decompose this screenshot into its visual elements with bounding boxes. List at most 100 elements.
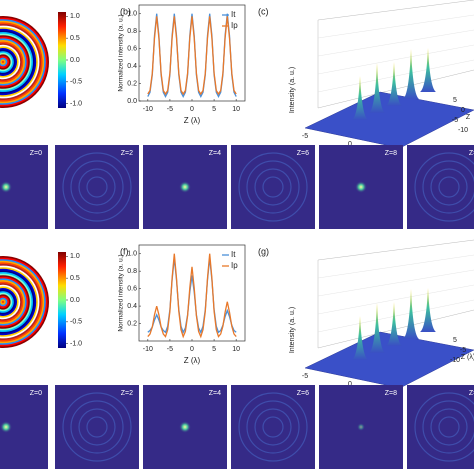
y-tick-label: 0.6 <box>127 45 137 52</box>
ring <box>238 152 308 222</box>
field-image <box>231 145 315 229</box>
ring <box>262 416 284 438</box>
ring <box>62 152 132 222</box>
surface-peak <box>386 302 402 346</box>
ring <box>70 400 124 454</box>
z-label: Z=0 <box>30 150 42 157</box>
focal-spot <box>179 421 191 433</box>
focal-spot <box>0 421 12 433</box>
x-tick-label: 0 <box>348 381 352 388</box>
ring <box>78 408 116 446</box>
x-tick-label: -5 <box>302 373 308 380</box>
y-tick-label: 0.2 <box>127 320 137 327</box>
colorbar <box>58 12 66 108</box>
surface-peak <box>386 62 402 106</box>
x-tick-label: -10 <box>143 106 153 113</box>
y-tick-label: -5 <box>452 117 458 124</box>
x-tick-label: 0 <box>190 346 194 353</box>
y-axis-label: Z (λ) <box>461 354 474 361</box>
panel-label: (c) <box>258 6 269 16</box>
ring <box>254 168 292 206</box>
z-label: Z=4 <box>209 390 221 397</box>
z-label: Z=6 <box>297 390 309 397</box>
z-label: Z=2 <box>121 150 133 157</box>
box-grid <box>317 299 474 333</box>
y-tick-label: -10 <box>450 357 460 364</box>
z-label: Z=8 <box>385 150 397 157</box>
ring <box>262 176 284 198</box>
series-line <box>147 253 237 339</box>
surface-peak <box>420 48 436 92</box>
colorbar-tick-label: 1.0 <box>70 253 80 260</box>
panel-label: (g) <box>258 246 269 256</box>
ring <box>238 392 308 462</box>
surface-peak <box>403 49 419 99</box>
y-tick-label: 5 <box>453 97 457 104</box>
z-label: Z=10 <box>469 150 474 157</box>
x-tick-label: 0 <box>348 141 352 148</box>
y-tick-label: 0 <box>461 107 465 114</box>
ring <box>438 176 460 198</box>
colorbar-tick-label: -1.0 <box>70 100 82 107</box>
ring <box>422 400 474 454</box>
colorbar-tick-label: 0.5 <box>70 275 80 282</box>
phase-ring <box>1 300 5 304</box>
x-tick-label: 10 <box>232 346 240 353</box>
ring <box>438 416 460 438</box>
surface-floor <box>304 91 474 149</box>
ring <box>86 176 108 198</box>
y-tick-label: 0.4 <box>127 63 137 70</box>
z-axis-label: Intensity (a. u.) <box>289 67 296 113</box>
panel-label: (f) <box>120 246 129 256</box>
z-axis-label: Intensity (a. u.) <box>289 307 296 353</box>
z-label: Z=2 <box>121 390 133 397</box>
surface-plot <box>304 239 474 389</box>
focal-spot <box>179 181 191 193</box>
ring <box>254 408 292 446</box>
z-label: Z=4 <box>209 150 221 157</box>
focal-spot <box>355 181 367 193</box>
x-axis-label: Z (λ) <box>184 356 201 365</box>
ring <box>414 392 474 462</box>
field-image <box>407 385 474 469</box>
legend-label: It <box>231 10 236 19</box>
colorbar-tick-label: 0.0 <box>70 57 80 64</box>
box-grid <box>317 269 474 297</box>
panel-label: (b) <box>120 6 131 16</box>
z-label: Z=8 <box>385 390 397 397</box>
colorbar-tick-label: 1.0 <box>70 13 80 20</box>
colorbar-tick-label: -0.5 <box>70 319 82 326</box>
z-label: Z=0 <box>30 390 42 397</box>
y-tick-label: 0.6 <box>127 285 137 292</box>
ring <box>430 168 468 206</box>
surface-peak <box>352 316 368 360</box>
ring <box>86 416 108 438</box>
x-tick-label: -10 <box>143 346 153 353</box>
box-grid <box>317 254 474 279</box>
phase-ring <box>1 60 5 64</box>
plot-frame <box>138 244 246 342</box>
y-tick-label: 5 <box>453 337 457 344</box>
z-label: Z=6 <box>297 150 309 157</box>
y-tick-label: 0.8 <box>127 268 137 275</box>
box-edge <box>317 0 474 21</box>
focal-spot <box>357 423 365 431</box>
y-tick-label: 0.8 <box>127 28 137 35</box>
colorbar-tick-label: 0.5 <box>70 35 80 42</box>
surface-peak <box>420 288 436 332</box>
y-tick-label: 0.4 <box>127 303 137 310</box>
x-tick-label: -5 <box>167 346 173 353</box>
box-grid <box>317 59 474 93</box>
box-edge <box>317 239 474 261</box>
x-tick-label: 5 <box>212 346 216 353</box>
colorbar-tick-label: 0.0 <box>70 297 80 304</box>
ring <box>422 160 474 214</box>
field-image <box>407 145 474 229</box>
box-grid <box>317 284 474 315</box>
x-tick-label: -5 <box>302 133 308 140</box>
y-axis-label: Z <box>466 114 471 121</box>
legend-label: Ip <box>231 21 238 30</box>
series-line <box>147 258 237 334</box>
ring <box>430 408 468 446</box>
